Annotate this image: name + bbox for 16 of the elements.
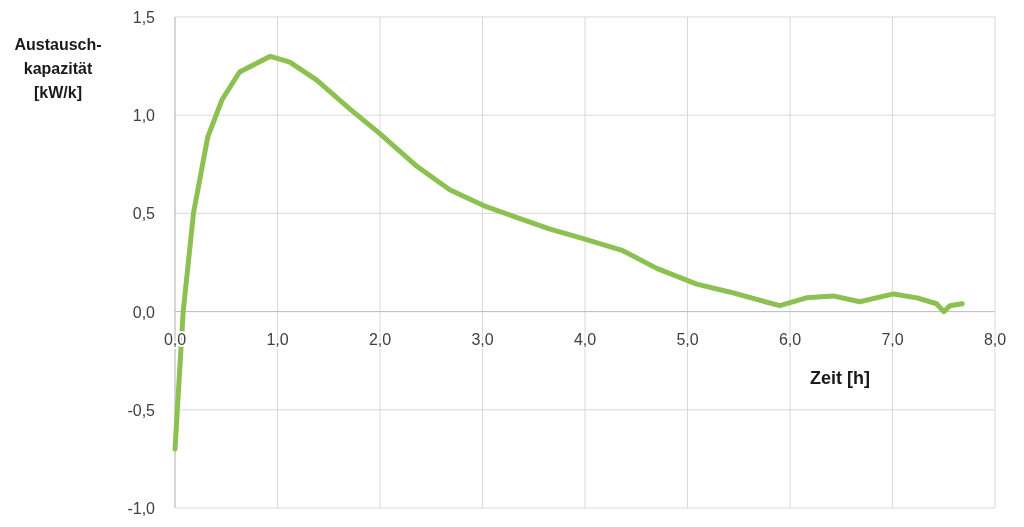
y-axis-title: Austausch-kapazität [kW/k] [14, 36, 102, 101]
x-tick-label: 5,0 [676, 330, 699, 348]
y-tick-label: 0,5 [132, 205, 156, 223]
x-tick-label: 4,0 [573, 330, 597, 348]
y-tick-label: 1,5 [132, 9, 156, 26]
y-tick-label: 0,0 [132, 303, 156, 321]
y-tick-label: -0,5 [127, 401, 156, 419]
x-tick-label: 8,0 [983, 330, 1007, 348]
x-tick-label: 2,0 [368, 330, 392, 348]
y-tick-label: 1,0 [132, 107, 156, 125]
x-tick-label: 7,0 [881, 330, 904, 348]
y-tick-label: -1,0 [127, 500, 156, 517]
x-tick-label: 3,0 [471, 330, 494, 348]
x-tick-label: 1,0 [266, 330, 289, 348]
x-axis-title: Zeit [h] [810, 367, 870, 388]
x-tick-label: 6,0 [778, 330, 802, 348]
